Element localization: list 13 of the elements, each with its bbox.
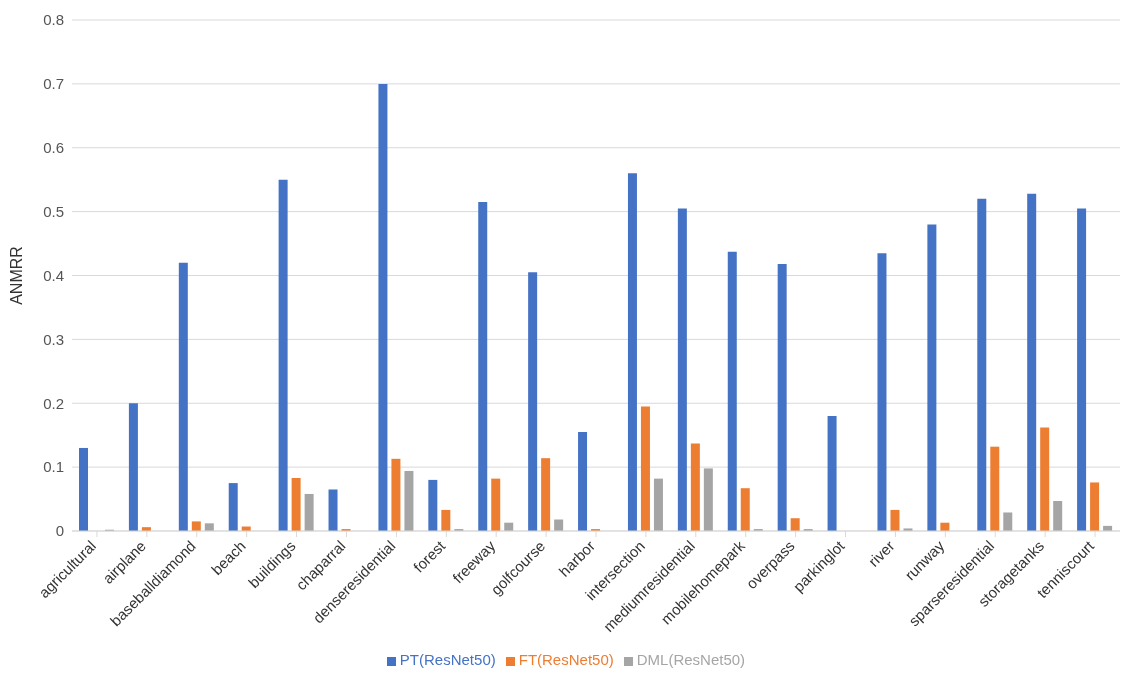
legend-label: FT(ResNet50) [518, 651, 614, 668]
y-tick-label: 0 [55, 522, 64, 540]
y-tick-label: 0.1 [43, 458, 64, 476]
y-tick-label: 0.7 [43, 75, 64, 93]
y-tick-label: 0.6 [43, 139, 64, 157]
y-tick-label: 0.4 [43, 266, 64, 284]
y-tick-label: 0.3 [43, 330, 64, 348]
legend-label: PT(ResNet50) [399, 651, 496, 668]
legend-label: DML(ResNet50) [636, 651, 746, 668]
y-tick-label: 0.2 [43, 394, 64, 412]
y-axis-title: ANMRR [7, 246, 25, 305]
y-tick-label: 0.5 [43, 202, 64, 220]
y-tick-label: 0.8 [43, 11, 64, 29]
